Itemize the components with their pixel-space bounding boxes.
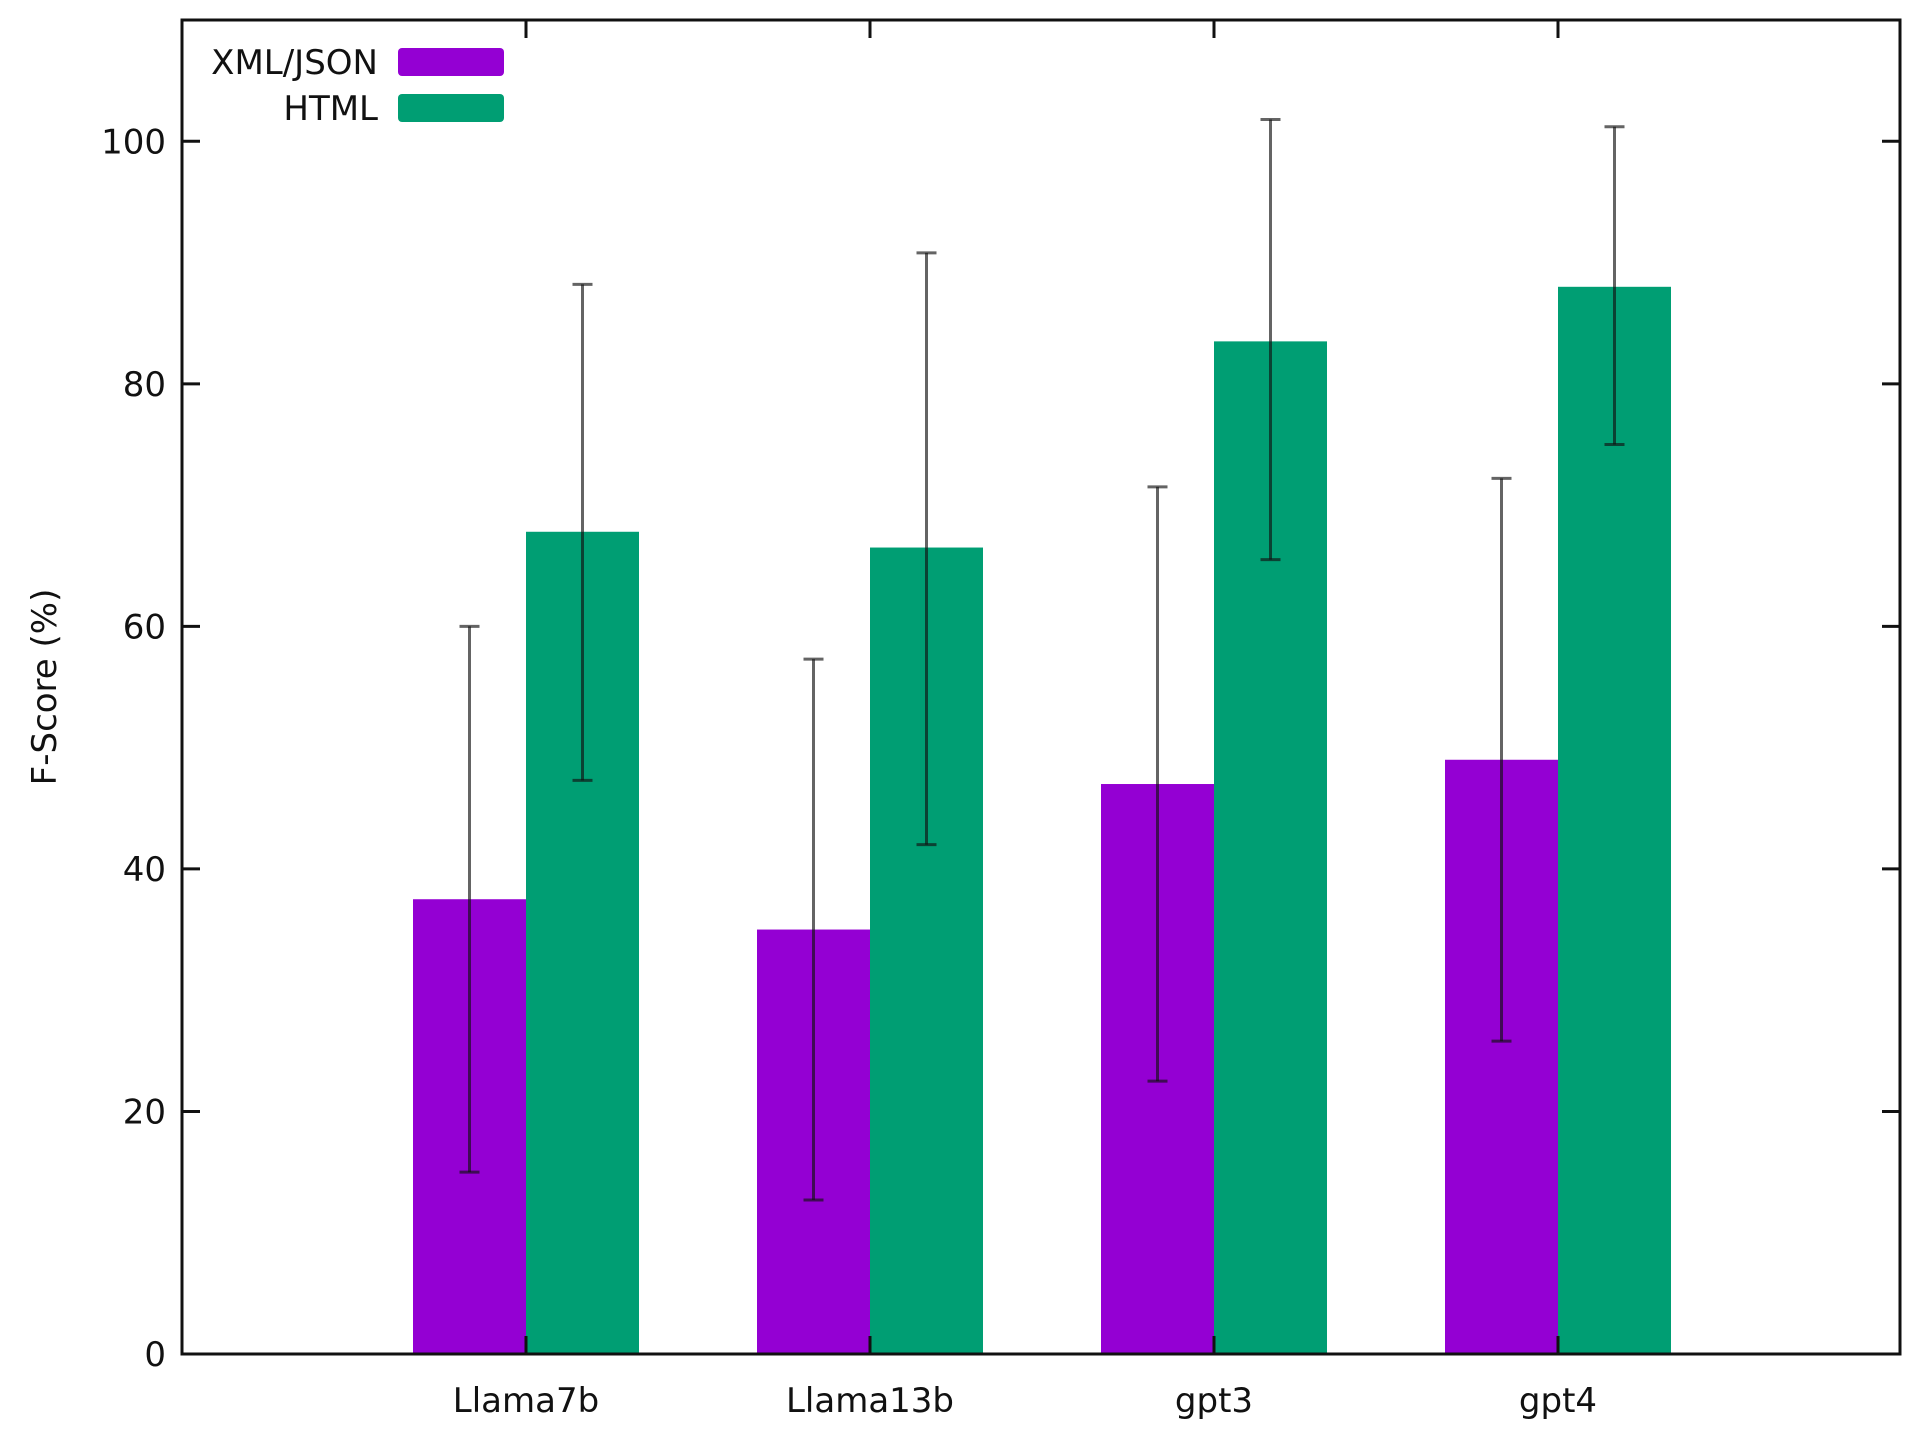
axes-layer bbox=[180, 18, 1902, 1356]
error-bar-xml-json-gpt3 bbox=[1147, 485, 1168, 1083]
legend-label: XML/JSON bbox=[211, 43, 378, 83]
x-tick-label-gpt3: gpt3 bbox=[1175, 1381, 1253, 1421]
error-bar-html-llama7b bbox=[572, 282, 593, 782]
bar-html-gpt4 bbox=[1558, 286, 1671, 1354]
y-tick-label: 40 bbox=[123, 850, 166, 890]
y-axis-ticks: 0 20 40 60 80 100 bbox=[101, 122, 1900, 1375]
legend: XML/JSON HTML bbox=[211, 43, 504, 129]
error-bars-layer bbox=[459, 117, 1625, 1202]
x-tick-label-llama7b: Llama7b bbox=[453, 1381, 599, 1421]
error-bar-html-gpt4 bbox=[1604, 125, 1625, 446]
y-tick-label: 80 bbox=[123, 365, 166, 405]
x-tick-label-gpt4: gpt4 bbox=[1519, 1381, 1597, 1421]
error-bar-html-gpt3 bbox=[1260, 117, 1281, 562]
legend-swatch bbox=[398, 48, 504, 76]
legend-label: HTML bbox=[283, 89, 378, 129]
plot-frame bbox=[180, 18, 1902, 1356]
legend-item-xml-json: XML/JSON bbox=[211, 43, 504, 83]
error-bar-html-llama13b bbox=[916, 251, 937, 847]
legend-swatch bbox=[398, 94, 504, 122]
y-tick-label: 20 bbox=[123, 1092, 166, 1132]
bars-layer bbox=[413, 286, 1671, 1354]
x-tick-label-llama13b: Llama13b bbox=[786, 1381, 954, 1421]
y-tick-label: 0 bbox=[144, 1335, 166, 1375]
legend-item-html: HTML bbox=[283, 89, 504, 129]
error-bar-xml-json-llama7b bbox=[459, 624, 480, 1174]
error-bar-xml-json-llama13b bbox=[803, 657, 824, 1202]
y-axis-title: F-Score (%) bbox=[25, 589, 65, 786]
x-axis-ticks: Llama7b Llama13b gpt3 gpt4 bbox=[453, 20, 1597, 1421]
y-tick-label: 60 bbox=[123, 607, 166, 647]
y-tick-label: 100 bbox=[101, 122, 166, 162]
error-bar-xml-json-gpt4 bbox=[1491, 476, 1512, 1043]
